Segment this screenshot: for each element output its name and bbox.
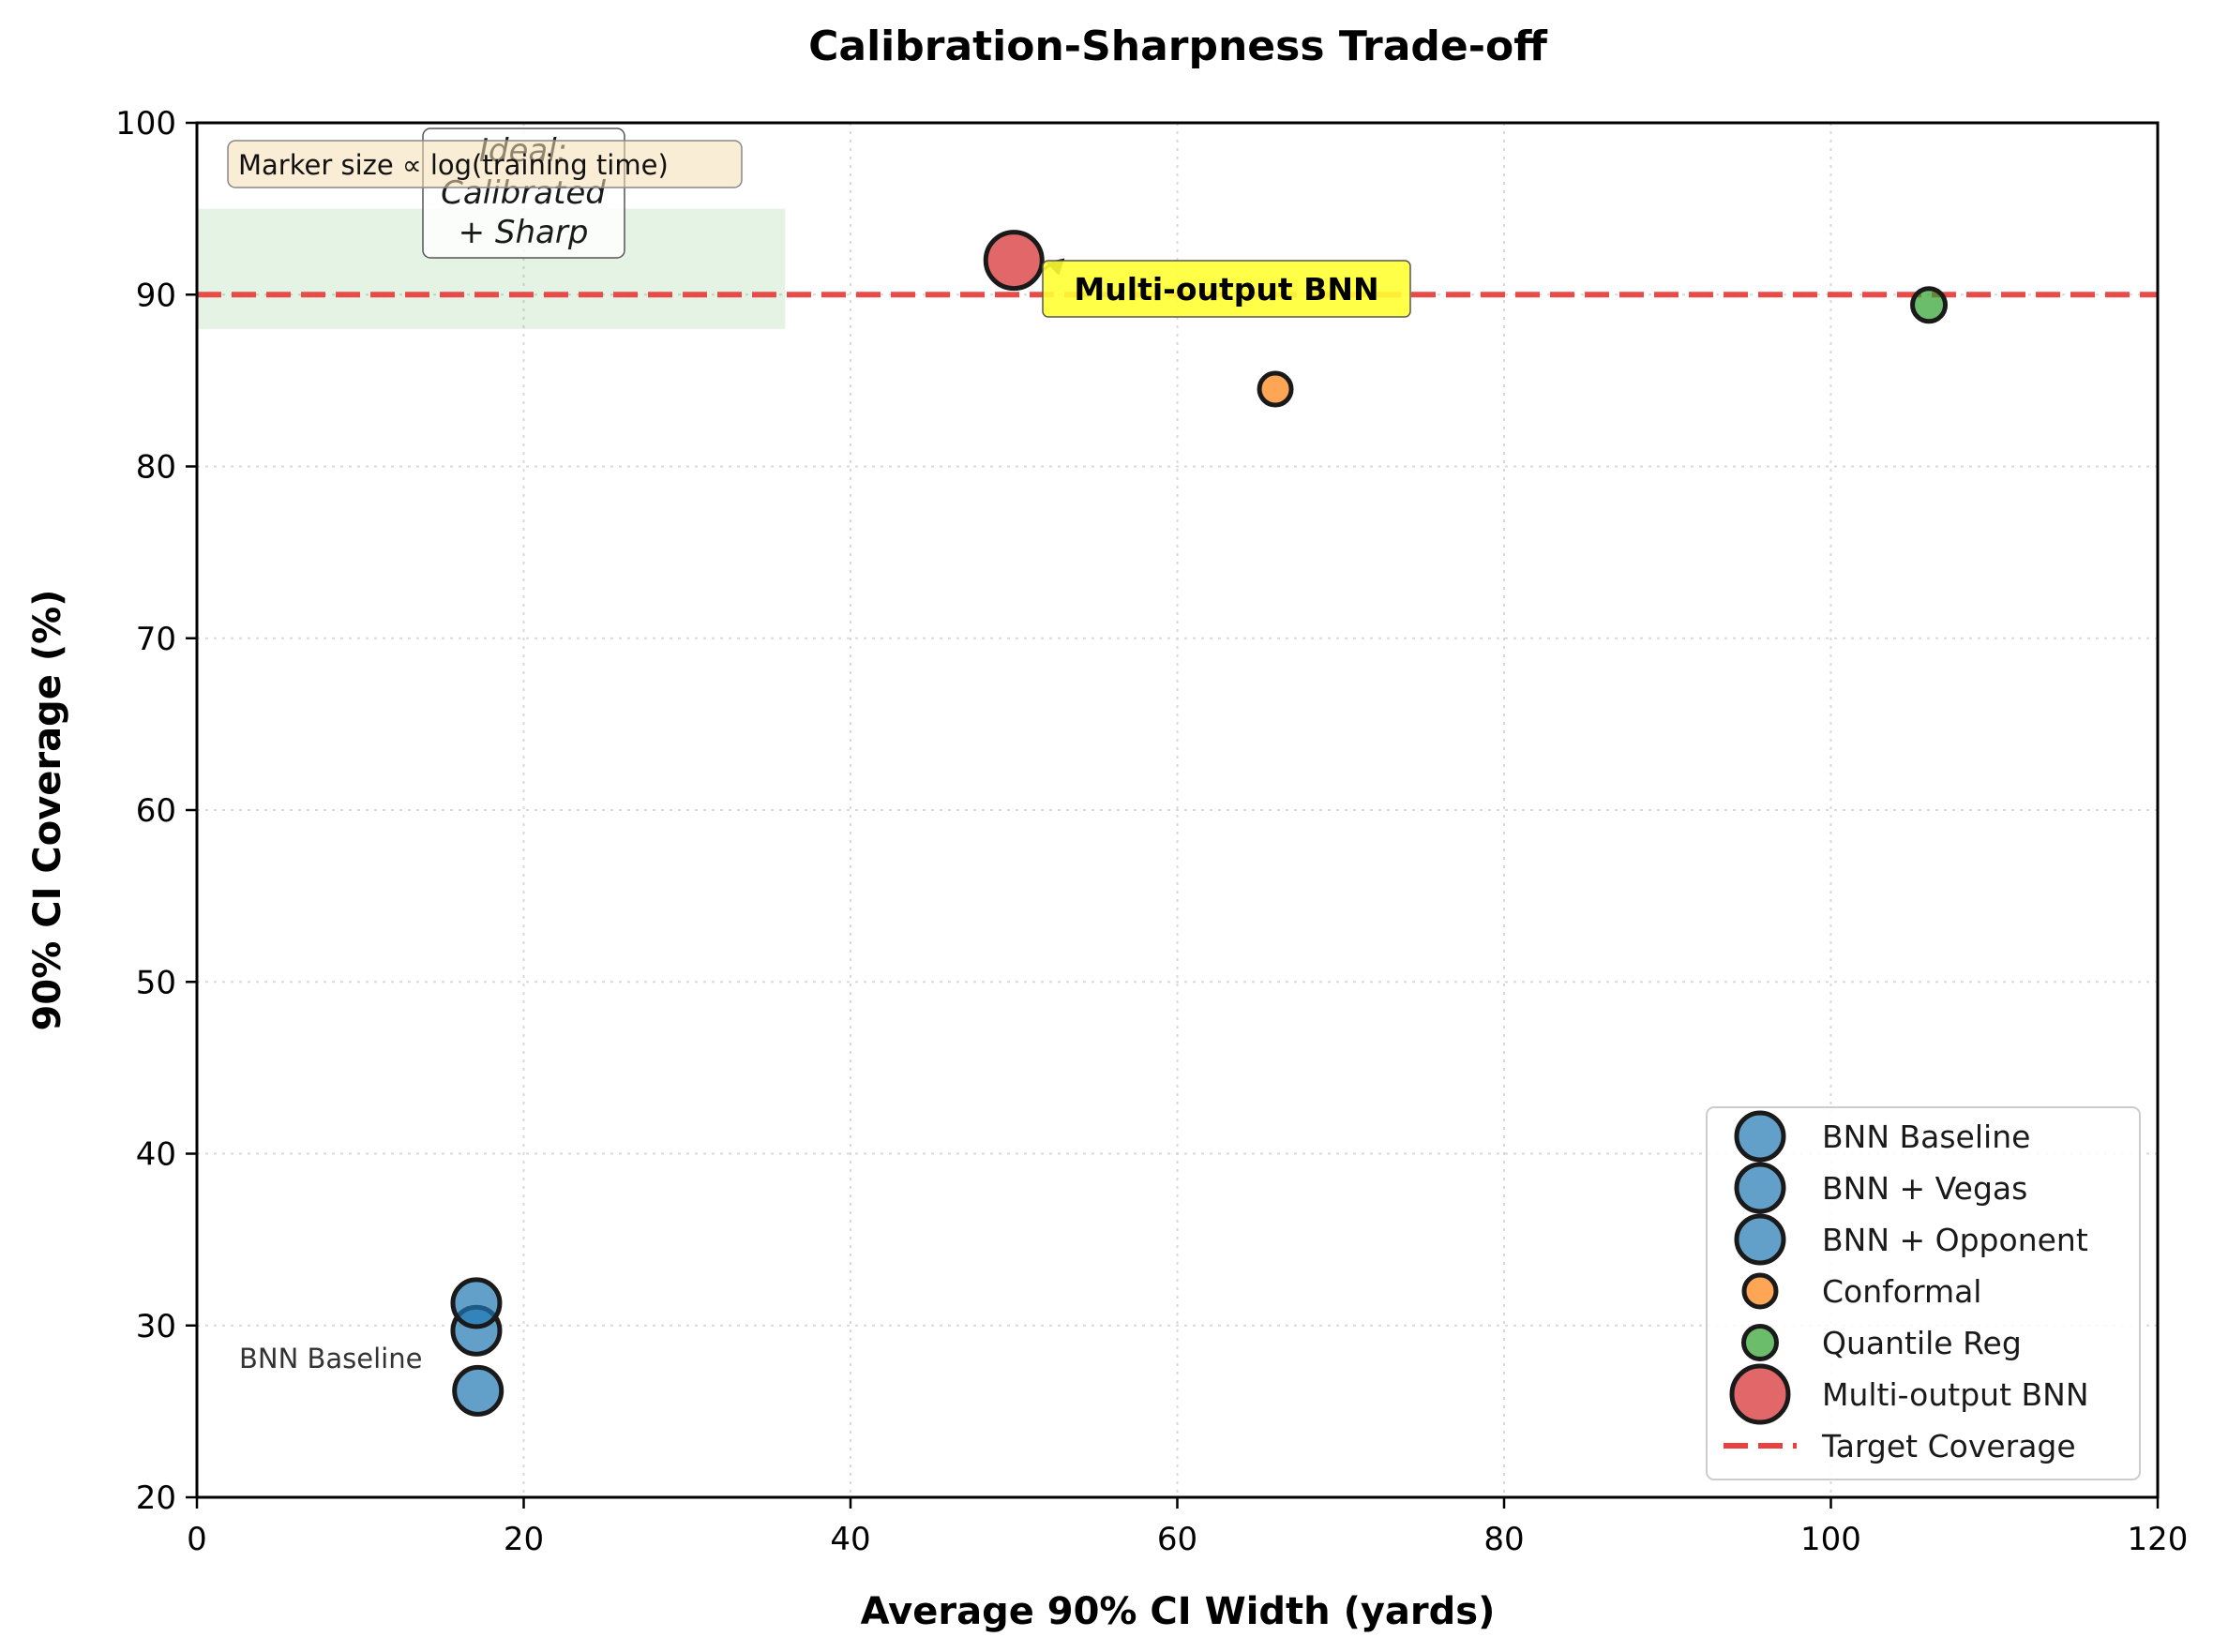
y-tick-label: 50 bbox=[136, 964, 176, 1001]
legend-marker bbox=[1734, 1213, 1786, 1266]
point-bnn-opponent bbox=[450, 1277, 503, 1329]
point-multi-output-bnn bbox=[983, 230, 1045, 292]
y-tick-label: 60 bbox=[136, 792, 176, 830]
legend-label: BNN + Opponent bbox=[1822, 1222, 2088, 1258]
marker-note-box bbox=[227, 140, 743, 188]
y-tick-label: 80 bbox=[136, 449, 176, 487]
legend-marker bbox=[1734, 1162, 1786, 1214]
chart-title: Calibration-Sharpness Trade-off bbox=[808, 23, 1548, 70]
legend-marker bbox=[1734, 1110, 1786, 1163]
x-axis-ticks: 0 20 40 60 80 100 120 bbox=[187, 1497, 2188, 1558]
y-tick-label: 70 bbox=[136, 621, 176, 658]
y-tick-label: 30 bbox=[136, 1308, 176, 1345]
legend-marker bbox=[1729, 1363, 1791, 1425]
x-tick-label: 40 bbox=[830, 1521, 870, 1558]
legend-label: Target Coverage bbox=[1821, 1428, 2076, 1464]
y-tick-label: 90 bbox=[136, 277, 176, 314]
x-tick-label: 20 bbox=[504, 1521, 544, 1558]
y-tick-label: 40 bbox=[136, 1136, 176, 1174]
x-tick-label: 120 bbox=[2128, 1521, 2189, 1558]
legend-label: BNN + Vegas bbox=[1822, 1170, 2027, 1207]
marker-note: Marker size ∝ log(training time) bbox=[238, 149, 669, 181]
legend-box bbox=[1706, 1106, 2141, 1480]
x-axis-label: Average 90% CI Width (yards) bbox=[861, 1590, 1496, 1633]
legend-label: Multi-output BNN bbox=[1822, 1376, 2089, 1413]
legend-marker bbox=[1741, 1272, 1779, 1310]
legend-label: Quantile Reg bbox=[1822, 1325, 2022, 1361]
data-points bbox=[450, 230, 1949, 1417]
legend-label: Conformal bbox=[1822, 1273, 1981, 1310]
y-axis-label: 90% CI Coverage (%) bbox=[26, 590, 69, 1031]
y-tick-label: 100 bbox=[115, 105, 176, 143]
legend: BNN Baseline BNN + Vegas BNN + Opponent Con… bbox=[1706, 1106, 2141, 1480]
point-bnn-baseline bbox=[452, 1364, 504, 1417]
callout-box bbox=[1042, 260, 1411, 318]
legend-marker bbox=[1741, 1324, 1779, 1361]
x-tick-label: 60 bbox=[1157, 1521, 1197, 1558]
y-axis-ticks: 20 30 40 50 60 70 80 90 100 bbox=[115, 105, 197, 1517]
x-tick-label: 0 bbox=[187, 1521, 207, 1558]
point-conformal bbox=[1257, 370, 1294, 408]
point-quantile-reg bbox=[1910, 286, 1949, 324]
grid-lines bbox=[197, 123, 2158, 1497]
point-label-bnn-baseline: BNN Baseline bbox=[239, 1343, 422, 1374]
ideal-label-line: + Sharp bbox=[459, 214, 589, 251]
legend-label: BNN Baseline bbox=[1822, 1119, 2030, 1155]
y-tick-label: 20 bbox=[136, 1479, 176, 1517]
x-tick-label: 80 bbox=[1483, 1521, 1524, 1558]
callout-label: Multi-output BNN bbox=[1074, 271, 1378, 308]
x-tick-label: 100 bbox=[1800, 1521, 1861, 1558]
